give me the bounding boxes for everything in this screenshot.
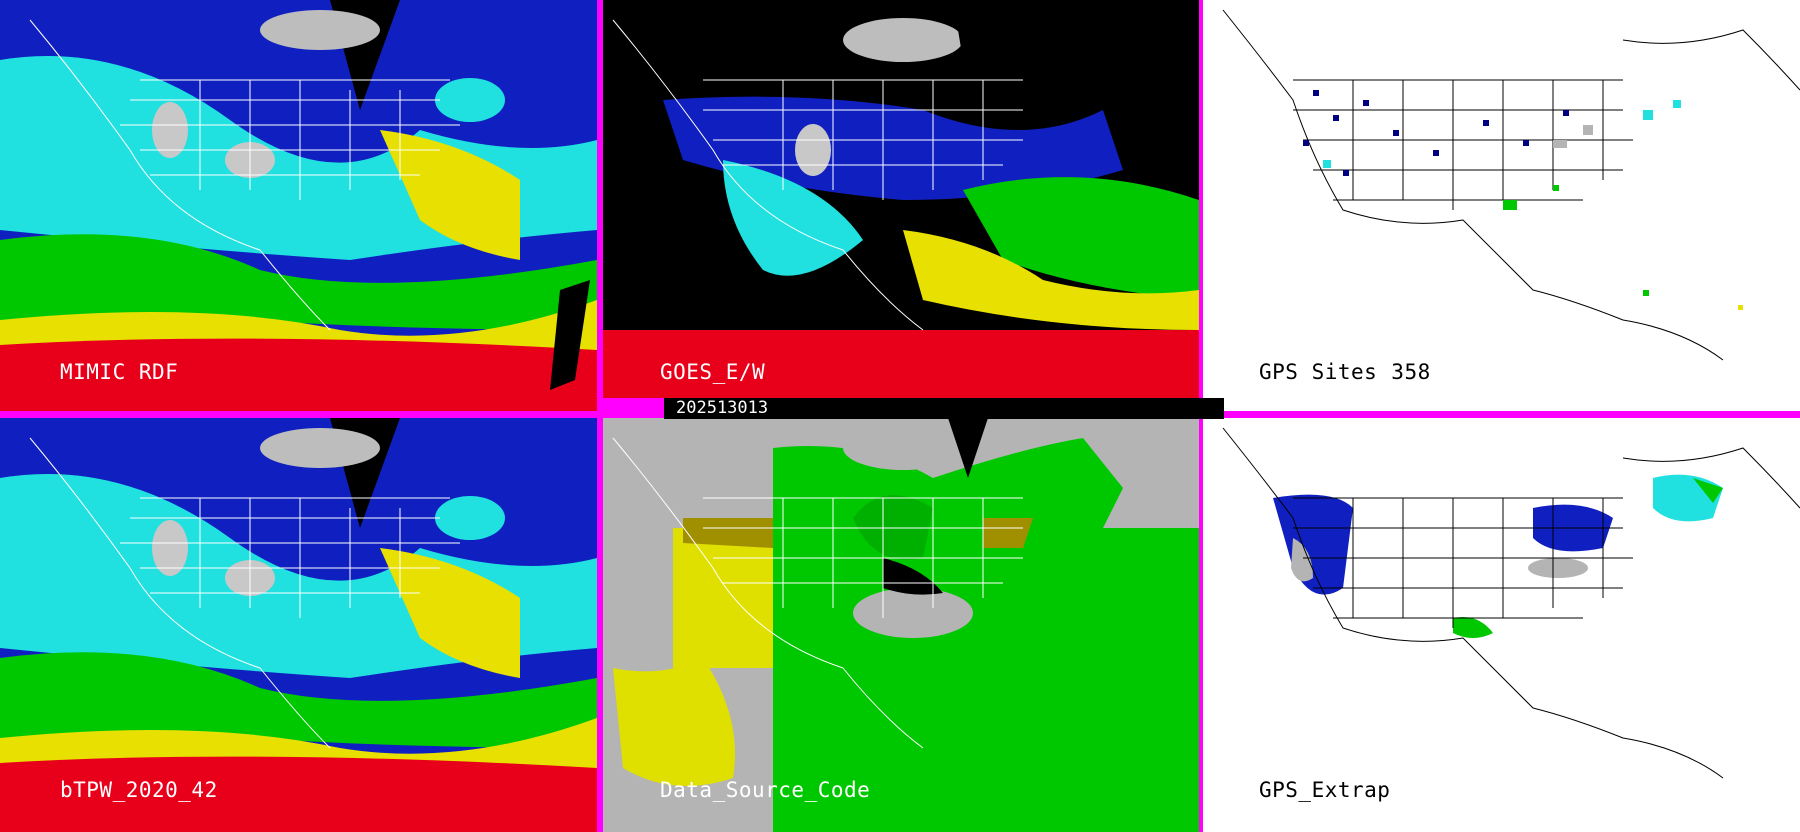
panel-label: MIMIC RDF [60, 360, 179, 384]
panel-data-source-code: Data_Source_Code [603, 418, 1199, 832]
goes-map-image [603, 0, 1199, 398]
gps-sites-map-image [1203, 0, 1800, 411]
panel-mimic-rdf: MIMIC RDF [0, 0, 597, 411]
panel-goes-ew: GOES_E/W [603, 0, 1199, 398]
gps-sites-label: GPS Sites [1259, 360, 1378, 384]
panel-gps-extrap: GPS_Extrap [1203, 418, 1800, 832]
data-source-map-image [603, 418, 1199, 832]
gps-extrap-map-image [1203, 418, 1800, 832]
gps-sites-count: 358 [1391, 360, 1431, 384]
panel-label: GOES_E/W [660, 360, 766, 384]
panel-label: bTPW_2020_42 [60, 778, 218, 802]
timestamp-bar: 202513013 [664, 398, 1224, 419]
panel-label: GPS Sites 358 [1259, 360, 1431, 384]
panel-btpw-2020-42: bTPW_2020_42 [0, 418, 597, 832]
panel-label: Data_Source_Code [660, 778, 871, 802]
panel-gps-sites: GPS Sites 358 [1203, 0, 1800, 411]
tpw-map-image [0, 0, 597, 411]
panel-label: GPS_Extrap [1259, 778, 1391, 802]
btpw-map-image [0, 418, 597, 832]
